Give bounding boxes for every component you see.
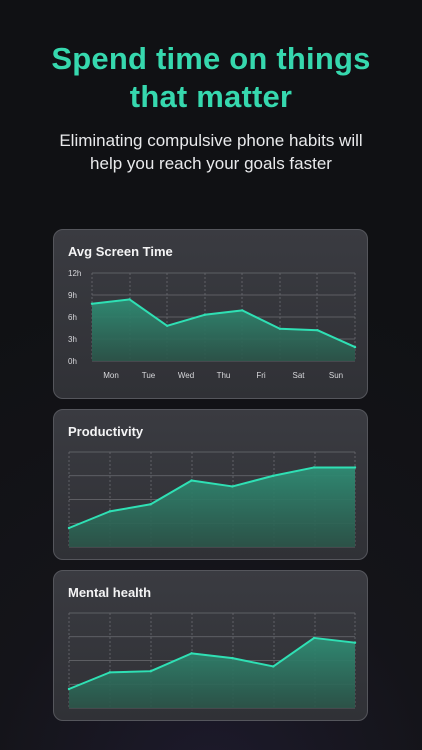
data-point — [353, 345, 357, 349]
data-point — [312, 636, 316, 640]
y-tick-label: 0h — [68, 357, 77, 366]
productivity-card: Productivity — [53, 409, 368, 560]
data-point — [90, 302, 94, 305]
chart-title: Mental health — [68, 585, 152, 600]
hero-title-line-1: Spend time on things — [51, 41, 371, 76]
chart-title: Avg Screen Time — [68, 244, 173, 259]
avg-screen-time-chart: 12h 9h 6h 3h 0h Mon Tue Wed Thu Fri Sat Sun — [68, 269, 357, 380]
x-tick-label: Tue — [142, 371, 156, 380]
chart-title: Productivity — [68, 424, 144, 439]
data-point — [231, 656, 234, 660]
data-point — [190, 479, 193, 482]
hero-subtitle: Eliminating compulsive phone habits will… — [0, 129, 422, 175]
y-tick-label: 6h — [68, 313, 77, 322]
data-point — [353, 466, 357, 469]
y-tick-label: 12h — [68, 269, 81, 278]
y-tick-label: 3h — [68, 335, 77, 344]
hero-subtitle-line-2: help you reach your goals faster — [90, 154, 332, 173]
data-point — [241, 309, 244, 312]
series-line — [68, 466, 356, 529]
data-point — [108, 510, 112, 513]
x-tick-label: Thu — [217, 371, 231, 380]
data-point — [67, 687, 71, 691]
series-area — [69, 637, 355, 708]
x-tick-label: Fri — [256, 371, 266, 380]
x-tick-label: Mon — [103, 371, 119, 380]
hero-title: Spend time on things that matter — [0, 40, 422, 116]
x-tick-label: Sun — [329, 371, 343, 380]
data-point — [272, 665, 275, 668]
series-line — [68, 636, 356, 690]
data-point — [149, 503, 152, 506]
x-tick-label: Sat — [292, 371, 305, 380]
data-point — [128, 298, 131, 301]
series-line — [91, 298, 356, 349]
hero-title-line-2: that matter — [129, 79, 293, 114]
series-area — [92, 299, 355, 361]
data-point — [165, 324, 169, 327]
series-area — [69, 467, 355, 547]
data-point — [67, 526, 71, 530]
data-point — [149, 669, 152, 673]
mental-health-chart — [67, 612, 357, 709]
mental-health-card: Mental health — [53, 570, 368, 721]
data-point — [312, 466, 316, 469]
data-point — [316, 329, 319, 332]
productivity-chart — [67, 451, 357, 548]
hero-subtitle-line-1: Eliminating compulsive phone habits will — [59, 131, 363, 150]
data-point — [353, 641, 357, 644]
y-tick-label: 9h — [68, 291, 77, 300]
data-point — [190, 652, 193, 655]
data-point — [203, 313, 206, 316]
data-point — [108, 671, 112, 674]
x-tick-label: Wed — [178, 371, 194, 380]
avg-screen-time-card: Avg Screen Time 12h 9h 6h 3h 0h Mon Tue Wed Thu F… — [53, 229, 368, 399]
data-point — [272, 474, 275, 477]
data-point — [231, 485, 234, 488]
data-point — [278, 327, 282, 330]
